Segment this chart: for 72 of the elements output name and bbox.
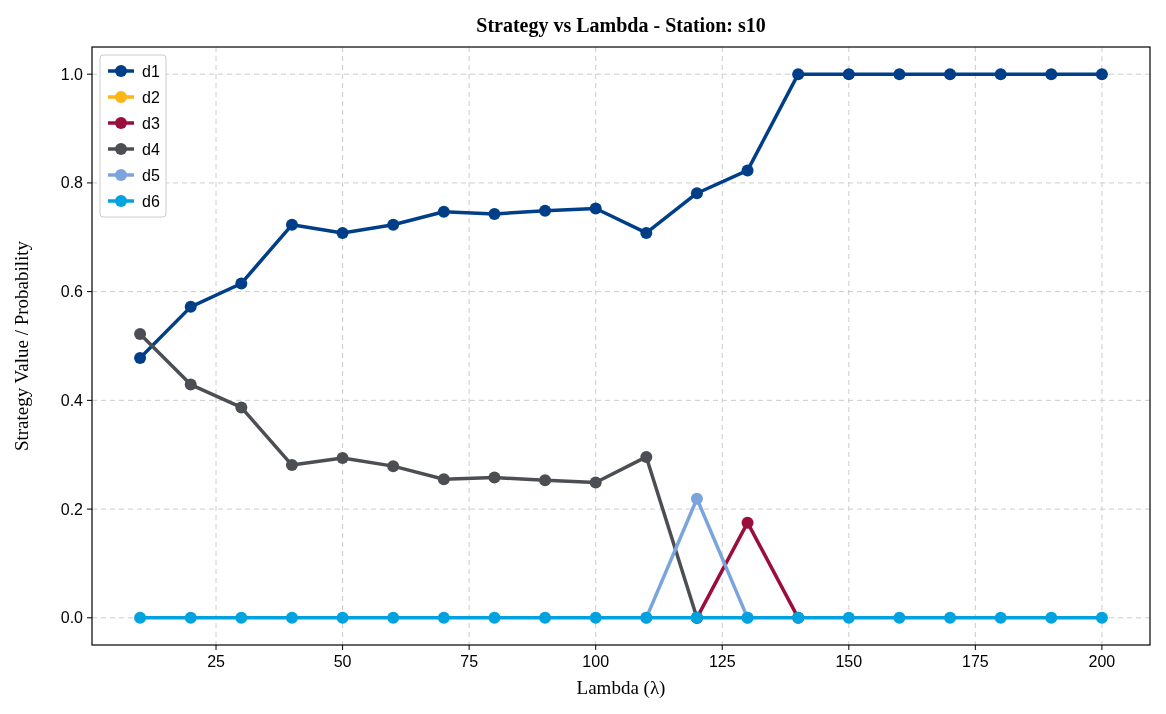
point bbox=[285, 459, 298, 472]
x-tick-label: 100 bbox=[582, 653, 610, 670]
point bbox=[539, 474, 552, 487]
point bbox=[488, 471, 501, 484]
y-tick-label: 0.0 bbox=[60, 609, 84, 627]
point bbox=[387, 218, 400, 231]
point bbox=[235, 277, 248, 290]
point bbox=[184, 611, 197, 624]
point bbox=[1095, 68, 1108, 81]
y-tick-label: 1.0 bbox=[60, 65, 84, 83]
point bbox=[235, 401, 248, 414]
point bbox=[1045, 68, 1058, 81]
x-tick-label: 200 bbox=[1088, 653, 1116, 670]
point bbox=[690, 187, 703, 200]
point bbox=[336, 611, 349, 624]
point bbox=[589, 611, 602, 624]
y-tick-label: 0.8 bbox=[60, 174, 84, 192]
x-tick-label: 175 bbox=[962, 653, 989, 670]
point bbox=[944, 68, 957, 81]
point bbox=[741, 516, 754, 529]
point bbox=[134, 611, 147, 624]
point bbox=[539, 204, 552, 217]
point bbox=[488, 207, 501, 220]
point bbox=[184, 300, 197, 313]
point bbox=[1095, 611, 1108, 624]
point bbox=[437, 611, 450, 624]
point bbox=[184, 378, 197, 391]
point bbox=[437, 473, 450, 486]
y-tick-label: 0.6 bbox=[60, 283, 84, 301]
point bbox=[437, 205, 450, 218]
x-tick-label: 150 bbox=[835, 653, 863, 670]
x-axis-title: Lambda (λ) bbox=[576, 677, 666, 699]
legend-label: d3 bbox=[142, 115, 160, 132]
legend-label: d4 bbox=[142, 141, 160, 158]
x-tick-label: 125 bbox=[708, 653, 736, 670]
x-tick-label: 25 bbox=[207, 653, 226, 670]
point bbox=[134, 328, 147, 341]
point bbox=[842, 611, 855, 624]
legend-label: d1 bbox=[142, 63, 160, 80]
point bbox=[640, 450, 653, 463]
point bbox=[893, 68, 906, 81]
point bbox=[589, 476, 602, 489]
point bbox=[994, 611, 1007, 624]
point bbox=[994, 68, 1007, 81]
point bbox=[539, 611, 552, 624]
point bbox=[690, 492, 703, 505]
chart-title: Strategy vs Lambda - Station: s10 bbox=[476, 14, 766, 37]
point bbox=[134, 351, 147, 364]
point bbox=[589, 202, 602, 215]
point bbox=[842, 68, 855, 81]
point bbox=[336, 451, 349, 464]
point bbox=[285, 218, 298, 231]
point bbox=[387, 611, 400, 624]
point bbox=[285, 611, 298, 624]
point bbox=[488, 611, 501, 624]
y-tick-label: 0.2 bbox=[60, 500, 84, 518]
point bbox=[336, 226, 349, 239]
point bbox=[235, 611, 248, 624]
x-tick-label: 75 bbox=[460, 653, 479, 670]
point bbox=[387, 460, 400, 473]
point bbox=[640, 226, 653, 239]
legend-label: d2 bbox=[142, 89, 160, 106]
point bbox=[792, 68, 805, 81]
point bbox=[1045, 611, 1058, 624]
x-tick-label: 50 bbox=[333, 653, 352, 670]
legend-label: d5 bbox=[142, 167, 160, 184]
point bbox=[893, 611, 906, 624]
y-axis-title: Strategy Value / Probability bbox=[11, 240, 32, 452]
y-tick-label: 0.4 bbox=[60, 391, 84, 409]
point bbox=[944, 611, 957, 624]
point bbox=[741, 164, 754, 177]
legend-label: d6 bbox=[142, 193, 160, 210]
